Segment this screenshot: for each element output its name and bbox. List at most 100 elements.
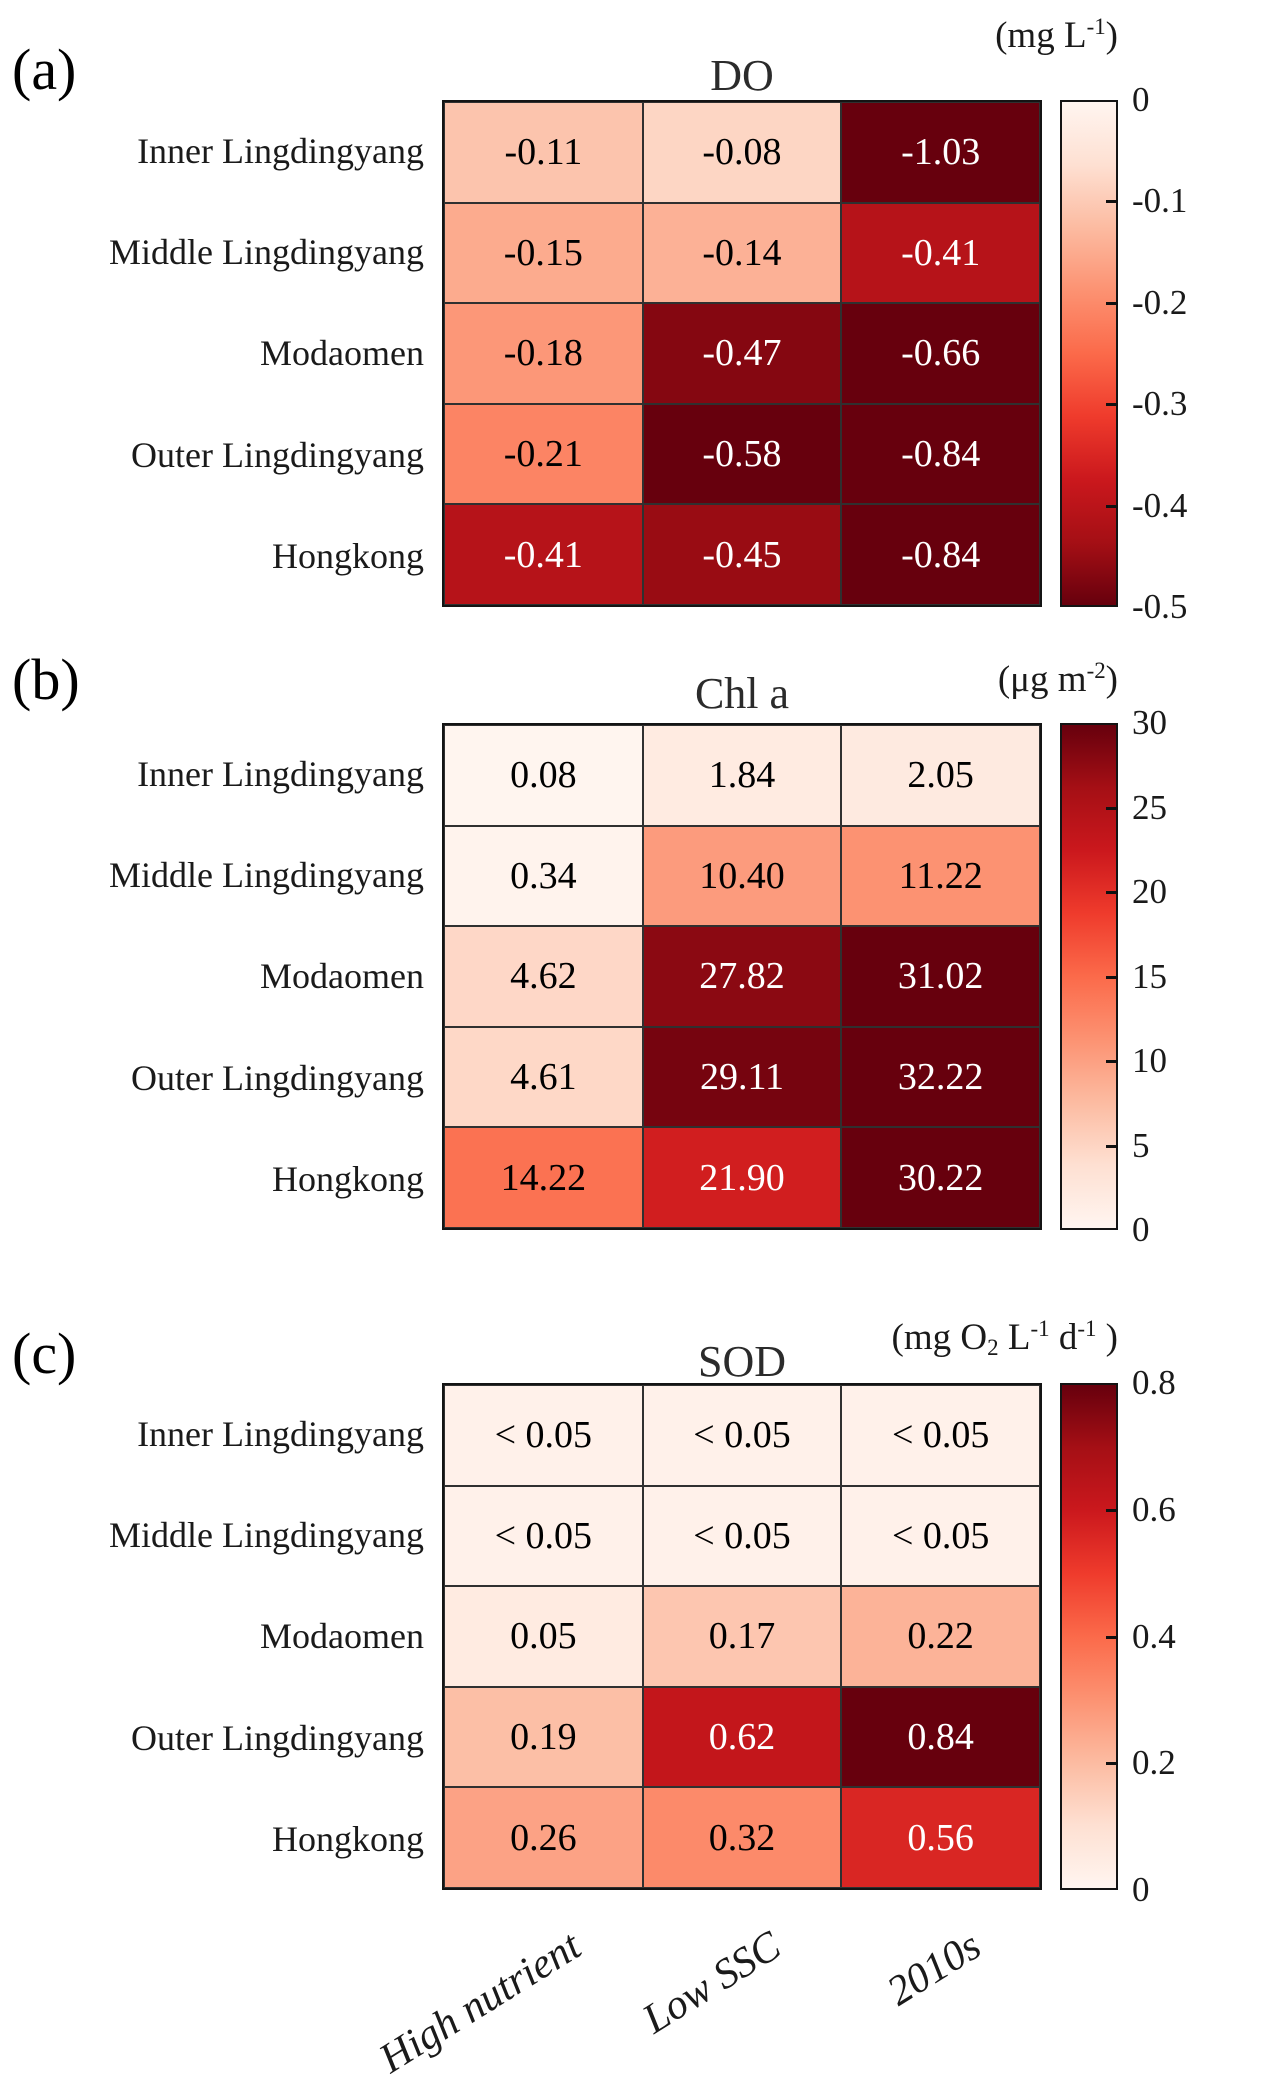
heatmap-cell: < 0.05 bbox=[841, 1385, 1040, 1486]
colorbar-tick-label: 0.2 bbox=[1132, 1743, 1176, 1783]
heatmap-cell: -0.41 bbox=[444, 504, 643, 605]
unit-segment: (mg O bbox=[891, 1317, 988, 1358]
panel-title: Chl a bbox=[694, 669, 790, 718]
unit-segment: -2 bbox=[1086, 658, 1106, 684]
heatmap-cell: -0.11 bbox=[444, 102, 643, 203]
colorbar-unit-label: (μg m-2) bbox=[600, 658, 1118, 701]
unit-segment: (μg m bbox=[997, 659, 1087, 700]
colorbar-tick-mark bbox=[1106, 504, 1118, 508]
colorbar-tick-mark bbox=[1106, 1144, 1118, 1148]
heatmap-cell: 0.34 bbox=[444, 825, 643, 927]
heatmap-cell: < 0.05 bbox=[841, 1485, 1040, 1587]
heatmap-cell: 21.90 bbox=[642, 1127, 842, 1228]
row-label: Modaomen bbox=[260, 1616, 424, 1657]
heatmap-cell: < 0.05 bbox=[642, 1385, 842, 1486]
colorbar-tick-mark bbox=[1106, 1508, 1118, 1512]
heatmap-cell: -0.15 bbox=[444, 202, 643, 304]
colorbar-tick-label: -0.5 bbox=[1132, 587, 1188, 626]
colorbar-tick-mark bbox=[1106, 806, 1118, 810]
x-axis-label: High nutrient bbox=[371, 1922, 589, 2080]
colorbar-tick-label: 0 bbox=[1132, 1210, 1150, 1249]
colorbar-tick-label: -0.4 bbox=[1132, 485, 1188, 525]
colorbar-tick-mark bbox=[1106, 301, 1118, 305]
colorbar-tick-label: 0.4 bbox=[1132, 1616, 1176, 1656]
colorbar-tick-mark bbox=[1106, 975, 1118, 979]
colorbar-tick-label: -0.3 bbox=[1132, 384, 1188, 424]
row-label: Hongkong bbox=[272, 1159, 424, 1200]
heatmap-cell: < 0.05 bbox=[642, 1485, 842, 1587]
colorbar-unit-label: (mg O2 L-1 d-1 ) bbox=[600, 1316, 1118, 1359]
heatmap-cell: 0.32 bbox=[642, 1787, 842, 1888]
heatmap-cell: 1.84 bbox=[642, 725, 842, 826]
unit-segment: ) bbox=[1096, 1317, 1118, 1358]
heatmap-cell: -0.66 bbox=[841, 303, 1040, 404]
heatmap-cell: 29.11 bbox=[642, 1026, 842, 1128]
unit-segment: ) bbox=[1105, 659, 1118, 700]
heatmap-cell: 30.22 bbox=[841, 1127, 1040, 1228]
row-label: Middle Lingdingyang bbox=[109, 1515, 424, 1556]
heatmap-grid: 0.08 1.84 2.05 0.34 10.40 11.22 4.62 27.82 31.02… bbox=[442, 723, 1042, 1230]
colorbar-tick-label: 10 bbox=[1132, 1041, 1167, 1080]
colorbar-tick-label: 20 bbox=[1132, 872, 1167, 911]
unit-segment: 2 bbox=[987, 1334, 999, 1360]
colorbar-tick-mark bbox=[1106, 1635, 1118, 1639]
heatmap-cell: -0.41 bbox=[841, 202, 1040, 304]
heatmap-cell: 0.56 bbox=[841, 1787, 1040, 1888]
colorbar-tick-label: 30 bbox=[1132, 703, 1167, 742]
heatmap-cell: -0.84 bbox=[841, 504, 1040, 605]
colorbar-tick-label: 0.6 bbox=[1132, 1489, 1176, 1529]
heatmap-cell: 0.26 bbox=[444, 1787, 643, 1888]
heatmap-cell: 0.05 bbox=[444, 1586, 643, 1687]
heatmap-cell: 0.19 bbox=[444, 1686, 643, 1788]
row-label: Middle Lingdingyang bbox=[109, 855, 424, 896]
heatmap-cell: -0.08 bbox=[642, 102, 842, 203]
heatmap-cell: -0.14 bbox=[642, 202, 842, 304]
row-label: Outer Lingdingyang bbox=[131, 1717, 424, 1758]
heatmap-cell: 27.82 bbox=[642, 926, 842, 1027]
heatmap-cell: -0.58 bbox=[642, 403, 842, 505]
heatmap-cell: -0.21 bbox=[444, 403, 643, 505]
row-label: Hongkong bbox=[272, 536, 424, 577]
heatmap-cell: -1.03 bbox=[841, 102, 1040, 203]
row-label: Inner Lingdingyang bbox=[137, 1413, 424, 1454]
row-label: Outer Lingdingyang bbox=[131, 1057, 424, 1098]
heatmap-cell: 0.84 bbox=[841, 1686, 1040, 1788]
row-label: Modaomen bbox=[260, 956, 424, 997]
colorbar-tick-label: 15 bbox=[1132, 956, 1167, 996]
heatmap-cell: 10.40 bbox=[642, 825, 842, 927]
colorbar-tick-label: 0.8 bbox=[1132, 1363, 1176, 1402]
heatmap-cell: 4.61 bbox=[444, 1026, 643, 1128]
row-label: Modaomen bbox=[260, 333, 424, 374]
heatmap-cell: 11.22 bbox=[841, 825, 1040, 927]
unit-segment: -1 bbox=[1030, 1316, 1050, 1342]
unit-segment: L bbox=[998, 1317, 1031, 1358]
heatmap-cell: 31.02 bbox=[841, 926, 1040, 1027]
colorbar-tick-label: 25 bbox=[1132, 787, 1167, 827]
row-label: Inner Lingdingyang bbox=[137, 130, 424, 171]
panel-title: DO bbox=[710, 51, 774, 100]
heatmap-cell: 14.22 bbox=[444, 1127, 643, 1228]
unit-segment: -1 bbox=[1077, 1316, 1097, 1342]
panel-letter: (b) bbox=[12, 647, 80, 712]
heatmap-cell: < 0.05 bbox=[444, 1485, 643, 1587]
unit-segment: ) bbox=[1105, 15, 1118, 56]
panel-letter: (a) bbox=[12, 37, 77, 102]
heatmap-cell: 32.22 bbox=[841, 1026, 1040, 1128]
colorbar-tick-mark bbox=[1106, 1060, 1118, 1063]
colorbar-tick-label: 0 bbox=[1132, 80, 1150, 119]
heatmap-cell: -0.84 bbox=[841, 403, 1040, 505]
heatmap-grid: < 0.05 < 0.05 < 0.05 < 0.05 < 0.05 < 0.05 0.05… bbox=[442, 1383, 1042, 1890]
row-label: Hongkong bbox=[272, 1819, 424, 1860]
heatmap-cell: 0.22 bbox=[841, 1586, 1040, 1687]
colorbar-unit-label: (mg L-1) bbox=[600, 14, 1118, 57]
heatmap-cell: -0.45 bbox=[642, 504, 842, 605]
unit-segment: (mg L bbox=[995, 15, 1087, 56]
heatmap-cell: 0.17 bbox=[642, 1586, 842, 1687]
panel-title: SOD bbox=[697, 1337, 787, 1386]
colorbar-tick-mark bbox=[1106, 403, 1118, 407]
colorbar-tick-mark bbox=[1106, 891, 1118, 894]
heatmap-cell: -0.47 bbox=[642, 303, 842, 404]
row-label: Middle Lingdingyang bbox=[109, 232, 424, 273]
heatmap-cell: 0.62 bbox=[642, 1686, 842, 1788]
